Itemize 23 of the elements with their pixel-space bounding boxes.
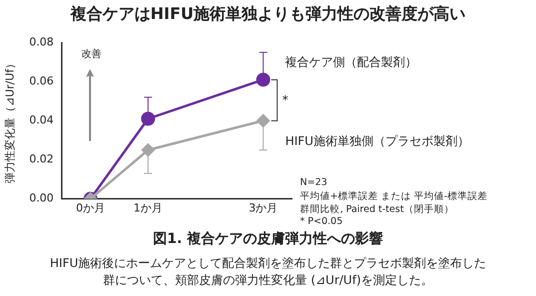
series-label: 複合ケア側（配合製剤） [285, 54, 418, 71]
y-tick-label: 0.02 [29, 152, 54, 166]
point [256, 114, 270, 128]
y-tick-label: 0.08 [29, 35, 54, 48]
chart-title: 複合ケアはHIFU施術単独よりも弾力性の改善度が高い [69, 4, 467, 25]
y-tick-label: 0.04 [29, 114, 54, 127]
x-tick-label: 1か月 [134, 201, 163, 214]
annotation: * [282, 93, 288, 108]
text: 群間比較, Paired t-test（閉手順） [300, 202, 454, 216]
annotation: 改善 [82, 48, 102, 61]
text: 平均値+標準誤差 または 平均値-標準誤差 [300, 190, 488, 203]
y-tick-label: 0.00 [29, 192, 54, 205]
text: N=23 [300, 176, 328, 188]
y-tick-label: 0.06 [29, 74, 54, 88]
x-tick-label: 0か月 [76, 201, 105, 214]
text: * P<0.05 [300, 216, 343, 227]
text: HIFU施術後にホームケアとして配合製剤を塗布した群とプラセボ製剤を塗布した群について、頬部皮膚の弾力性変化量 (⊿Ur/Uf)を測定した。 [48, 255, 488, 289]
x-tick-label: 3か月 [248, 201, 278, 214]
point [141, 112, 156, 126]
point [141, 142, 156, 157]
caption: 図1. 複合ケアの皮膚弾力性への影響 [152, 230, 384, 248]
series-label: HIFU施術単独側（プラセボ製剤） [285, 132, 470, 150]
y-axis-title: 弾力性変化量（⊿Ur/Uf） [3, 58, 16, 184]
